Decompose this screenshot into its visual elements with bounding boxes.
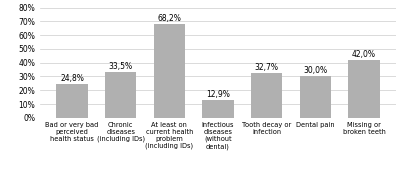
Text: 33,5%: 33,5% (109, 62, 133, 70)
Bar (56, 84, 88, 118)
Bar (154, 24, 185, 118)
Bar (202, 100, 234, 118)
Text: 42,0%: 42,0% (352, 50, 376, 59)
Bar (300, 76, 331, 118)
Text: 12,9%: 12,9% (206, 90, 230, 99)
Text: 30,0%: 30,0% (303, 66, 327, 75)
Bar (251, 73, 282, 118)
Bar (348, 60, 380, 118)
Text: 24,8%: 24,8% (60, 74, 84, 82)
Text: 68,2%: 68,2% (157, 14, 181, 23)
Text: 32,7%: 32,7% (255, 63, 279, 72)
Bar (105, 72, 136, 118)
